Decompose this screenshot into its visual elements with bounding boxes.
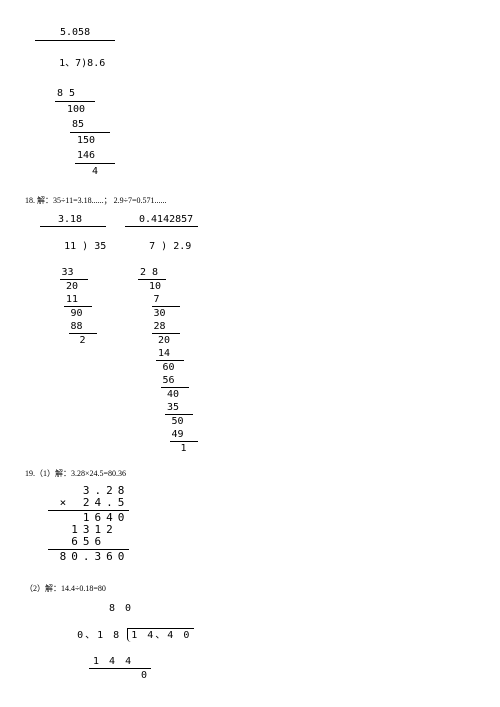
p18l-dividend: 35 (94, 241, 106, 252)
calc-step: 30 (125, 307, 198, 320)
calc-step: 90 (40, 307, 106, 320)
calc-step: 28 (125, 320, 198, 333)
calc-step: 4 (35, 164, 115, 179)
p19-2-steps: 1 4 40 (45, 655, 194, 682)
calc-step: 146 (35, 148, 115, 163)
calc-step: 56 (125, 374, 198, 387)
problem19-2-longdiv: 8 0 0、1 8 1 4、4 0 1 4 40 (45, 602, 194, 682)
calc-step: 60 (125, 361, 198, 374)
calc-step: 14 (125, 347, 198, 360)
calc-step: 33 (40, 266, 106, 279)
p19-2-divline: 0、1 8 1 4、4 0 (45, 615, 194, 655)
calc-step: 2 (40, 334, 106, 347)
p19-2-divisor: 0、1 8 (77, 630, 121, 641)
calc-step: 50 (125, 415, 198, 428)
problem19-1-mult: 3.28 × 24.5 1640 1312 656 80.360 (48, 485, 129, 563)
calc-step: 40 (125, 388, 198, 401)
p18l-quotient: 3.18 (40, 213, 106, 227)
calc-step: 8 5 (35, 86, 115, 101)
problem18-label: 18. 解：35÷11=3.18......； 2.9÷7=0.571.....… (25, 195, 167, 206)
calc-step: 35 (125, 401, 198, 414)
p19-1-lines: 3.28 × 24.5 1640 1312 656 80.360 (48, 485, 129, 563)
calc-step: 2 8 (125, 266, 198, 279)
p17-steps: 8 5100851501464 (35, 86, 115, 179)
calc-step: 100 (35, 102, 115, 117)
problem17-longdiv: 5.058 1、7)8.6 8 5100851501464 (35, 25, 115, 179)
p17-divisor: 1、7 (59, 58, 81, 69)
problem19-1-label: 19.（1）解：3.28×24.5=80.36 (25, 468, 126, 479)
calc-step: 150 (35, 133, 115, 148)
p18r-steps: 2 8107302820146056403550491 (125, 266, 198, 455)
p18l-divline: 11 ) 35 (40, 227, 106, 266)
calc-step: 88 (40, 320, 106, 333)
calc-step: 10 (125, 280, 198, 293)
calc-step: 0 (45, 669, 194, 682)
p18l-steps: 33201190882 (40, 266, 106, 347)
calc-step: 1 (125, 442, 198, 455)
p17-dividend: 8.6 (87, 58, 105, 69)
p19-2-quotient: 8 0 (45, 602, 194, 615)
problem18-right: 0.4142857 7 ) 2.9 2 81073028201460564035… (125, 213, 198, 455)
p17-divline: 1、7)8.6 (35, 41, 115, 86)
p17-quotient: 5.058 (35, 25, 115, 41)
calc-step: 7 (125, 293, 198, 306)
calc-step: 1 4 4 (45, 655, 194, 668)
p18l-divisor: 11 (64, 241, 76, 252)
problem19-2-label: （2）解：14.4÷0.18=80 (25, 583, 106, 594)
calc-step: 85 (35, 117, 115, 132)
calc-step: 11 (40, 293, 106, 306)
calc-step: 20 (40, 280, 106, 293)
mult-line: 80.360 (48, 551, 129, 563)
p19-2-dividend: 1 4、4 0 (127, 628, 194, 642)
mult-line: 656 (48, 536, 129, 548)
p18r-divline: 7 ) 2.9 (125, 227, 198, 266)
mult-line: × 24.5 (48, 497, 129, 509)
calc-step: 49 (125, 428, 198, 441)
p18r-dividend: 2.9 (173, 241, 191, 252)
problem18-left: 3.18 11 ) 35 33201190882 (40, 213, 106, 347)
p18r-quotient: 0.4142857 (125, 213, 198, 227)
calc-step: 20 (125, 334, 198, 347)
